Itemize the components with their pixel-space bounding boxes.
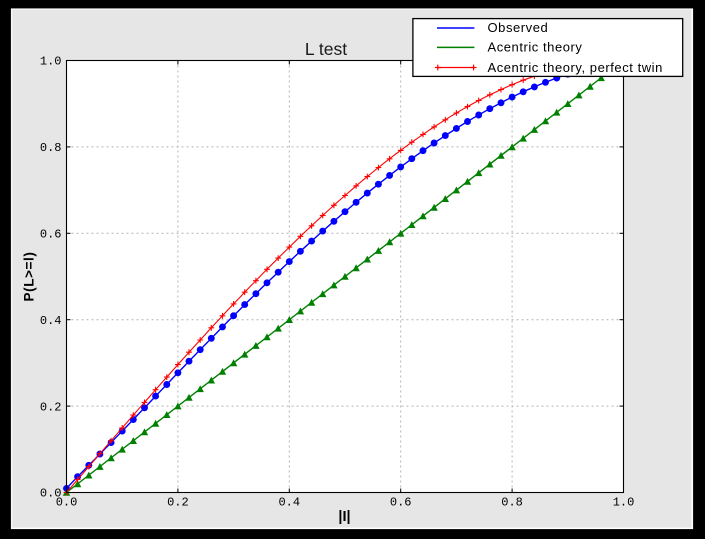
svg-text:0.4: 0.4 — [40, 314, 62, 328]
svg-text:0.2: 0.2 — [40, 400, 62, 414]
svg-text:Acentric theory: Acentric theory — [488, 39, 583, 54]
svg-text:L test: L test — [305, 39, 347, 59]
svg-text:0.4: 0.4 — [278, 496, 300, 510]
svg-text:0.0: 0.0 — [40, 487, 62, 501]
svg-text:|I|: |I| — [338, 509, 350, 525]
svg-text:0.0: 0.0 — [56, 496, 78, 510]
svg-text:0.2: 0.2 — [167, 496, 189, 510]
svg-text:Observed: Observed — [488, 20, 549, 35]
svg-text:1.0: 1.0 — [40, 55, 62, 69]
svg-text:P(L>=l): P(L>=l) — [21, 252, 36, 302]
svg-text:0.6: 0.6 — [390, 496, 412, 510]
svg-text:0.8: 0.8 — [501, 496, 523, 510]
svg-text:0.6: 0.6 — [40, 228, 62, 242]
svg-text:Acentric theory, perfect twin: Acentric theory, perfect twin — [488, 60, 663, 75]
svg-text:0.8: 0.8 — [40, 141, 62, 155]
svg-text:1.0: 1.0 — [613, 496, 635, 510]
